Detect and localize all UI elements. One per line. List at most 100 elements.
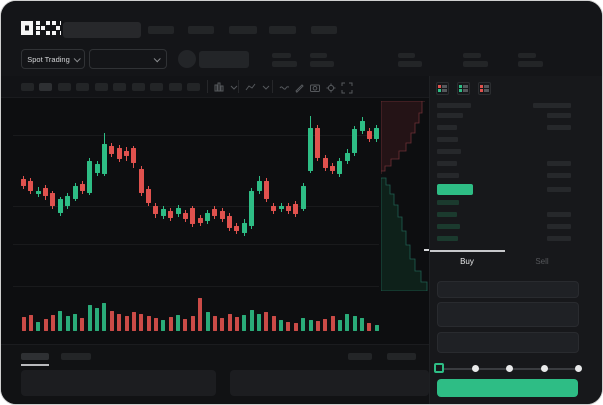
ask-price-skeleton[interactable] — [437, 113, 463, 118]
ob-header-amount-skeleton — [533, 103, 571, 108]
tab-sell[interactable]: Sell — [535, 257, 549, 266]
stat-value-skeleton — [272, 61, 297, 67]
toolbar-divider — [238, 80, 239, 93]
volume-bar — [249, 310, 254, 331]
slider-stop-dot[interactable] — [471, 365, 479, 372]
line-style-icon[interactable] — [279, 81, 291, 93]
ask-amount-skeleton — [547, 173, 571, 178]
bottom-tab-skeleton[interactable] — [21, 353, 49, 360]
bid-amount-skeleton — [547, 236, 571, 241]
candlestick — [219, 211, 225, 219]
tab-buy[interactable]: Buy — [460, 257, 474, 266]
settings-gear-icon[interactable] — [325, 81, 337, 93]
ask-price-skeleton[interactable] — [437, 173, 459, 178]
amount-slider-handle[interactable] — [434, 363, 444, 373]
volume-bar — [337, 320, 342, 331]
volume-bar — [330, 316, 335, 331]
pair-coin-icon — [178, 50, 196, 68]
ask-price-skeleton[interactable] — [437, 161, 457, 166]
bid-price-skeleton[interactable] — [437, 212, 457, 217]
volume-bar — [43, 319, 48, 331]
timeframe-button[interactable] — [95, 83, 108, 91]
volume-bar — [323, 319, 328, 331]
nav-item-skeleton[interactable] — [311, 26, 337, 34]
chevron-down-icon[interactable] — [260, 81, 272, 93]
bottom-action-skeleton[interactable] — [387, 353, 416, 360]
candlestick — [285, 206, 291, 211]
ask-price-skeleton[interactable] — [437, 125, 457, 130]
last-price-badge — [437, 184, 473, 195]
order-input-field[interactable] — [437, 332, 579, 353]
nav-item-skeleton[interactable] — [229, 26, 257, 34]
timeframe-button[interactable] — [39, 83, 52, 91]
volume-bar — [183, 319, 188, 331]
stat-value-skeleton — [398, 61, 422, 67]
candlestick — [352, 129, 358, 153]
orderbook-combined-view-icon[interactable] — [436, 82, 449, 95]
camera-snapshot-icon[interactable] — [309, 81, 321, 93]
active-tab-indicator — [430, 250, 505, 252]
stat-value-skeleton — [463, 61, 488, 67]
orderbook-bids-view-icon[interactable] — [457, 82, 470, 95]
candlestick — [278, 206, 284, 209]
timeframe-button[interactable] — [76, 83, 89, 91]
candlestick — [57, 199, 63, 213]
bottom-tab-skeleton[interactable] — [61, 353, 91, 360]
candlestick — [256, 181, 262, 191]
volume-bar — [65, 316, 70, 331]
bid-price-skeleton[interactable] — [437, 200, 459, 205]
gridline — [13, 206, 379, 207]
bid-price-skeleton[interactable] — [437, 224, 460, 229]
slider-stop-dot[interactable] — [506, 365, 513, 372]
slider-stop-dot[interactable] — [540, 365, 548, 372]
okx-logo-icon[interactable] — [21, 21, 61, 35]
timeframe-button[interactable] — [113, 83, 126, 91]
order-input-field[interactable] — [437, 281, 579, 298]
chevron-down-icon[interactable] — [228, 81, 240, 93]
timeframe-button[interactable] — [187, 83, 200, 91]
volume-bar — [374, 325, 379, 331]
timeframe-button[interactable] — [21, 83, 34, 91]
candlestick-chart[interactable] — [1, 98, 429, 344]
ask-price-skeleton[interactable] — [437, 149, 461, 154]
search-input[interactable] — [63, 22, 141, 38]
chart-interval-icon[interactable] — [213, 81, 225, 93]
slider-stop-dot[interactable] — [575, 365, 582, 372]
pair-selector-dropdown[interactable] — [89, 49, 167, 69]
draw-pencil-icon[interactable] — [294, 81, 306, 93]
stat-label-skeleton — [310, 53, 327, 58]
last-amount-skeleton — [547, 187, 571, 192]
market-type-selector[interactable]: Spot Trading — [21, 49, 85, 69]
timeframe-button[interactable] — [169, 83, 182, 91]
gridline — [13, 244, 379, 245]
candlestick — [241, 223, 247, 233]
nav-item-skeleton[interactable] — [188, 26, 214, 34]
indicators-icon[interactable] — [245, 81, 257, 93]
nav-item-skeleton[interactable] — [148, 26, 174, 34]
candlestick — [146, 189, 152, 203]
volume-bar — [212, 316, 217, 331]
timeframe-button[interactable] — [58, 83, 71, 91]
timeframe-button[interactable] — [150, 83, 163, 91]
orderbook-asks-view-icon[interactable] — [478, 82, 491, 95]
fullscreen-icon[interactable] — [341, 81, 353, 94]
timeframe-button[interactable] — [132, 83, 145, 91]
candlestick — [212, 209, 218, 216]
candlestick — [374, 128, 380, 139]
volume-bar — [146, 316, 151, 331]
bid-price-skeleton[interactable] — [437, 236, 458, 241]
bottom-action-skeleton[interactable] — [348, 353, 372, 360]
volume-bar — [198, 298, 203, 331]
order-input-field[interactable] — [437, 302, 579, 327]
ask-price-skeleton[interactable] — [437, 137, 458, 142]
nav-item-skeleton[interactable] — [269, 26, 296, 34]
candlestick — [116, 148, 122, 159]
stat-label-skeleton — [272, 53, 291, 58]
candlestick — [101, 144, 107, 174]
candlestick — [153, 206, 159, 214]
buy-button[interactable] — [437, 379, 578, 397]
candlestick — [160, 209, 166, 216]
candlestick — [300, 186, 306, 209]
volume-bar — [124, 316, 129, 331]
depth-chart — [380, 100, 429, 292]
